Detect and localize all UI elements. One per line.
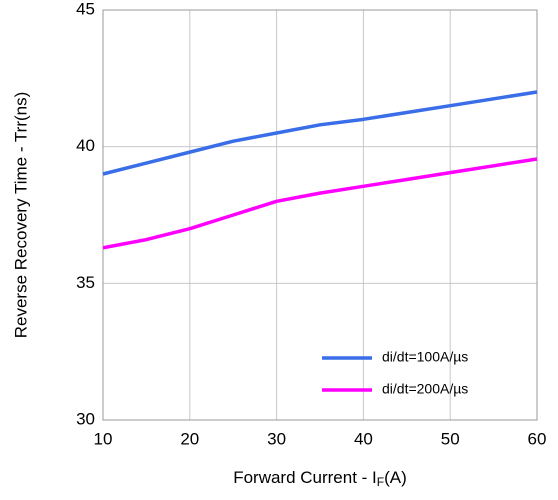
legend-label: di/dt=200A/µs: [382, 381, 468, 397]
x-tick-label: 10: [94, 429, 113, 448]
y-tick-label: 35: [76, 273, 95, 292]
plot-frame: [102, 9, 538, 421]
x-label-end: (A): [384, 468, 407, 487]
y-tick-label: 30: [76, 409, 95, 428]
legend-label: di/dt=100A/µs: [382, 349, 468, 365]
x-tick-label: 60: [528, 429, 547, 448]
x-tick-label: 20: [180, 429, 199, 448]
y-axis-label: Reverse Recovery Time - Trr(ns): [11, 92, 30, 339]
x-tick-label: 40: [354, 429, 373, 448]
x-label-sub: F: [377, 475, 384, 489]
x-axis-label: Forward Current - IF(A): [233, 468, 407, 489]
y-tick-label: 40: [76, 136, 95, 155]
x-tick-label: 50: [441, 429, 460, 448]
x-label-main: Forward Current - I: [233, 468, 377, 487]
x-tick-label: 30: [267, 429, 286, 448]
y-tick-label: 45: [76, 0, 95, 18]
series-line: [102, 157, 538, 250]
series-line: [102, 90, 538, 176]
